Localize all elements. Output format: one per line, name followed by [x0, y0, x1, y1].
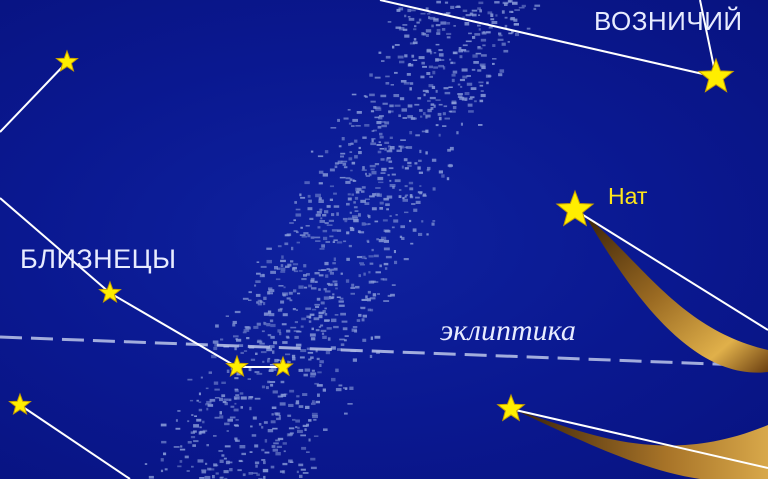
star-auriga-icon — [697, 57, 735, 93]
star-gemini-3-icon — [225, 354, 249, 378]
auriga-line-2 — [699, 0, 717, 78]
star-label-nath: Нат — [608, 183, 648, 209]
star-taurus-zeta-icon — [496, 393, 526, 422]
taurus-line-2 — [510, 408, 768, 469]
milky-way — [144, 0, 541, 479]
star-gemini-1-icon — [55, 49, 79, 73]
gemini-line-2 — [0, 197, 111, 294]
constellation-label-gemini: БЛИЗНЕЦЫ — [20, 244, 177, 274]
taurus-horn-lower — [515, 410, 768, 479]
ecliptic-label: эклиптика — [440, 314, 576, 347]
star-gemini-2-icon — [98, 280, 122, 304]
gemini-line-5 — [19, 404, 131, 479]
taurus-line-1 — [574, 209, 768, 331]
star-gemini-5-icon — [8, 392, 32, 416]
ecliptic-line — [0, 335, 768, 368]
star-gemini-4-icon — [272, 355, 294, 377]
constellation-label-auriga: ВОЗНИЧИЙ — [594, 6, 743, 36]
auriga-line-1 — [379, 0, 717, 78]
taurus-horn-upper — [585, 215, 768, 373]
gemini-line-1 — [0, 61, 68, 133]
stars — [8, 49, 735, 422]
star-nath-icon — [555, 189, 595, 227]
gemini-line-3 — [109, 292, 238, 368]
